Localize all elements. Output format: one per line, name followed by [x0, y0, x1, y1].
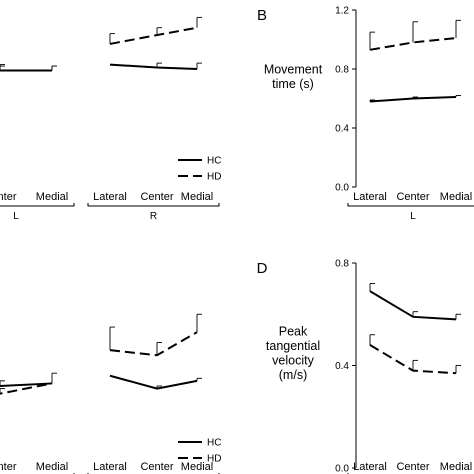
panel-a-series-hd-line [109, 26, 198, 45]
panel-b-group-bracket [347, 203, 474, 207]
panel-d-y-tick-label: 0.4 [335, 361, 349, 372]
panel-b-group-label: L [410, 211, 416, 222]
panel-a-group-bracket [0, 203, 75, 207]
panel-d-y-tick-label: 0.0 [335, 464, 349, 474]
panel-a-group-label: L [13, 211, 19, 222]
panel-c-x-tick-label: Lateral [93, 461, 127, 473]
panel-a-legend-hd-label: HD [207, 172, 221, 183]
panel-a-x-tick-label: Center [140, 191, 173, 203]
panel-b-y-tick-label: 1.2 [335, 6, 349, 17]
panel-d-x-tick-label: Medial [440, 461, 472, 473]
panel-d-x-tick-label: Lateral [353, 461, 387, 473]
panel-b-letter: B [257, 7, 267, 24]
panel-b-x-tick-label: Lateral [353, 191, 387, 203]
panel-a-x-tick-label: Center [0, 191, 17, 203]
panel-a-series-hd-line [0, 69, 52, 72]
panel-c-legend-hd-label: HD [207, 454, 221, 465]
panel-a-group-bracket [87, 203, 220, 207]
panel-a-group-label: R [150, 211, 157, 222]
panel-c-series-hd-line [109, 331, 198, 357]
panel-d-y-tick-label: 0.8 [335, 259, 349, 270]
panel-a-x-tick-label: Lateral [93, 191, 127, 203]
panel-d-x-tick-label: Center [396, 461, 429, 473]
panel-c-series-hc-line [109, 374, 198, 390]
panel-b-y-axis-label: Movement [264, 63, 323, 77]
panel-a-x-tick-label: Medial [181, 191, 213, 203]
panel-d-y-axis-label: tangential [266, 339, 320, 353]
panel-d-y-axis-label: (m/s) [279, 368, 307, 382]
panel-a-series-hc-line [109, 63, 198, 70]
panel-c-series-hc-line [0, 382, 53, 388]
panel-b-y-tick-label: 0.0 [335, 183, 349, 194]
panel-b-y-tick-label: 0.4 [335, 124, 349, 135]
panel-c-x-tick-label: Medial [181, 461, 213, 473]
panel-b-y-axis-label: time (s) [272, 77, 314, 91]
panel-b-x-tick-label: Medial [440, 191, 472, 203]
panel-b-x-tick-label: Center [396, 191, 429, 203]
panel-d-y-axis-label: Peak [279, 325, 308, 339]
panel-b-y-tick-label: 0.8 [335, 65, 349, 76]
panel-c-x-tick-label: Center [140, 461, 173, 473]
panel-c-legend-hc-label: HC [207, 438, 221, 449]
panel-c-x-tick-label: Medial [36, 461, 68, 473]
panel-c-x-tick-label: Center [0, 461, 17, 473]
panel-a-legend-hc-label: HC [207, 156, 221, 167]
panel-a-x-tick-label: Medial [36, 191, 68, 203]
panel-d-y-axis-label: velocity [272, 354, 314, 368]
panel-d-letter: D [257, 260, 268, 277]
